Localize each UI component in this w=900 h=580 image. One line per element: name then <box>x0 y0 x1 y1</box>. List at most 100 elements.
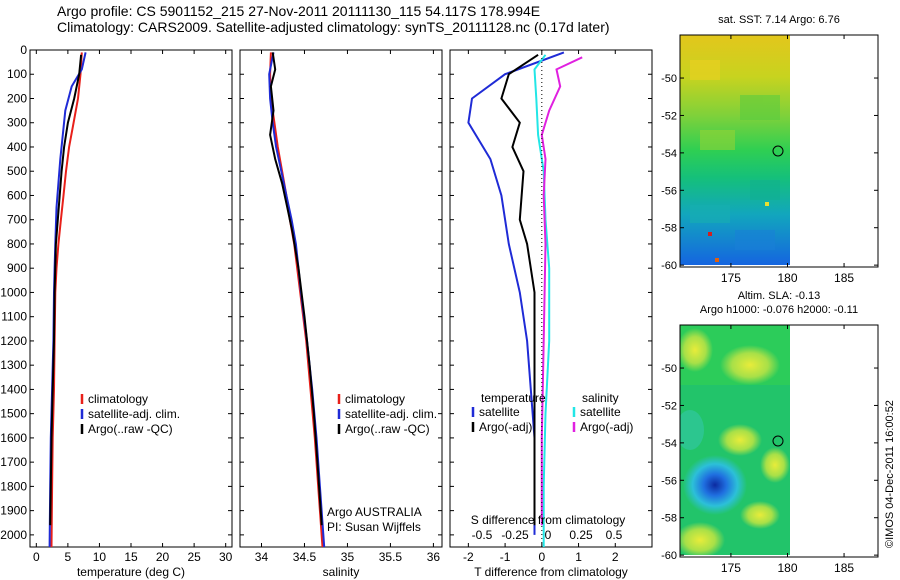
y-tick-label: 900 <box>7 261 27 275</box>
y-tick-label: -52 <box>661 400 677 412</box>
y-tick-label: 500 <box>7 164 27 178</box>
x-tick-label: 185 <box>834 271 854 285</box>
series-line-climatology <box>50 52 83 548</box>
pi-label: PI: Susan Wijffels <box>327 520 421 534</box>
sla-map-frame <box>679 324 879 558</box>
legend-header-salinity: salinity <box>582 391 619 405</box>
y-tick-label: -60 <box>661 550 677 562</box>
temperature-axes-frame <box>29 49 233 548</box>
x-tick-label: 35.5 <box>379 550 403 564</box>
x-tick-label: 30 <box>219 550 233 564</box>
series-line-temperature-argo-adj- <box>500 53 539 526</box>
x-axis-label: salinity <box>323 565 360 579</box>
y-tick-label: -50 <box>661 363 677 375</box>
series-line-argo-raw-qc- <box>49 54 83 526</box>
y-tick-label: -58 <box>661 223 677 235</box>
x-tick-label: 10 <box>93 550 107 564</box>
difference-axes-frame <box>449 49 653 548</box>
legend-entry: satellite <box>580 405 621 419</box>
y-tick-label: 1800 <box>0 479 27 493</box>
y-tick-label: 200 <box>7 91 27 105</box>
y-tick-label: -52 <box>661 110 677 122</box>
y-tick-label: 1300 <box>0 358 27 372</box>
sla-map-image <box>680 325 790 555</box>
y-tick-label: 400 <box>7 140 27 154</box>
y-tick-label: 1600 <box>0 431 27 445</box>
temperature-plot: 0 5 10 15 20 25 30 temperature (deg C) 0 100 200 30… <box>0 43 232 579</box>
x-tick-label: 185 <box>834 561 854 575</box>
salinity-plot: 34 34.5 35 35.5 36 salinity climatologysatelli… <box>240 49 442 579</box>
y-tick-label: -60 <box>661 260 677 272</box>
legend-entry: Argo(-adj) <box>580 420 633 434</box>
difference-plot: -2 -1 0 1 2T difference from climatology temp… <box>450 49 652 579</box>
y-tick-label: -56 <box>661 475 677 487</box>
x-tick-label: 25 <box>187 550 201 564</box>
y-tick-label: 800 <box>7 237 27 251</box>
map-title: sat. SST: 7.14 Argo: 6.76 <box>718 14 840 26</box>
top-tick-label: 0.25 <box>569 528 593 542</box>
y-tick-label: 1500 <box>0 407 27 421</box>
y-tick-label: -54 <box>661 438 677 450</box>
x-tick-label: -1 <box>500 550 511 564</box>
climatology-subtitle: Climatology: CARS2009. Satellite-adjuste… <box>57 19 610 35</box>
legend-entry: Argo(-adj) <box>479 420 532 434</box>
x-axis-label: temperature (deg C) <box>77 565 185 579</box>
x-tick-label: 180 <box>777 271 797 285</box>
x-tick-label: 1 <box>575 550 582 564</box>
legend-entry: satellite <box>479 405 520 419</box>
x-axis-label: T difference from climatology <box>474 565 628 579</box>
x-tick-label: 15 <box>124 550 138 564</box>
y-tick-label: 1700 <box>0 455 27 469</box>
y-tick-label: -56 <box>661 185 677 197</box>
x-tick-label: 175 <box>721 561 741 575</box>
legend-header-temperature: temperature <box>481 391 546 405</box>
legend-entry: climatology <box>345 392 405 406</box>
legend-entry: climatology <box>88 392 148 406</box>
top-tick-label: -0.25 <box>501 528 529 542</box>
top-tick-label: 0 <box>545 528 552 542</box>
top-axis-label: S difference from climatology <box>471 513 626 527</box>
sst-map-frame <box>679 34 879 268</box>
x-tick-label: 180 <box>777 561 797 575</box>
map-title: Altim. SLA: -0.13 <box>738 290 821 302</box>
y-tick-label: 1400 <box>0 382 27 396</box>
y-tick-label: 1100 <box>1 310 27 324</box>
x-tick-label: 175 <box>721 271 741 285</box>
map-title: Argo h1000: -0.076 h2000: -0.11 <box>700 304 858 316</box>
x-tick-label: -2 <box>463 550 474 564</box>
series-line-salinity-argo-adj- <box>540 56 583 526</box>
profile-title: Argo profile: CS 5901152_215 27-Nov-2011… <box>57 3 541 19</box>
x-tick-label: 20 <box>156 550 170 564</box>
sst-map-axes: sat. SST: 7.14 Argo: 6.76 175 180 185 -50 -52… <box>661 14 878 285</box>
y-tick-label: 600 <box>7 188 27 202</box>
series-line-argo-raw-qc- <box>269 52 323 526</box>
y-tick-label: 100 <box>7 67 27 81</box>
y-tick-label: 1000 <box>0 285 27 299</box>
x-tick-label: 0 <box>33 550 40 564</box>
sla-map-axes: Altim. SLA: -0.13 Argo h1000: -0.076 h200… <box>661 290 878 575</box>
y-tick-label: 700 <box>7 213 27 227</box>
legend-entry: satellite-adj. clim. <box>345 407 437 421</box>
x-tick-label: 5 <box>65 550 72 564</box>
x-tick-label: 34.5 <box>293 550 317 564</box>
argo-source-label: Argo AUSTRALIA <box>327 505 422 519</box>
x-tick-label: 36 <box>427 550 441 564</box>
y-tick-label: 0 <box>20 43 27 57</box>
y-tick-label: 1200 <box>0 334 27 348</box>
y-tick-label: 2000 <box>0 528 27 542</box>
sst-map-image <box>680 35 790 265</box>
x-tick-label: 35 <box>341 550 355 564</box>
x-tick-label: 2 <box>612 550 619 564</box>
series-line-satellite-adj-clim- <box>268 52 326 548</box>
y-tick-label: 300 <box>7 116 27 130</box>
salinity-axes-frame <box>239 49 443 548</box>
series-line-climatology <box>269 52 324 548</box>
legend-entry: Argo(..raw -QC) <box>345 422 430 436</box>
legend-entry: Argo(..raw -QC) <box>88 422 173 436</box>
legend-entry: satellite-adj. clim. <box>88 407 180 421</box>
top-tick-label: -0.5 <box>472 528 493 542</box>
x-tick-label: 34 <box>255 550 269 564</box>
y-tick-label: -54 <box>661 148 677 160</box>
top-tick-label: 0.5 <box>606 528 623 542</box>
